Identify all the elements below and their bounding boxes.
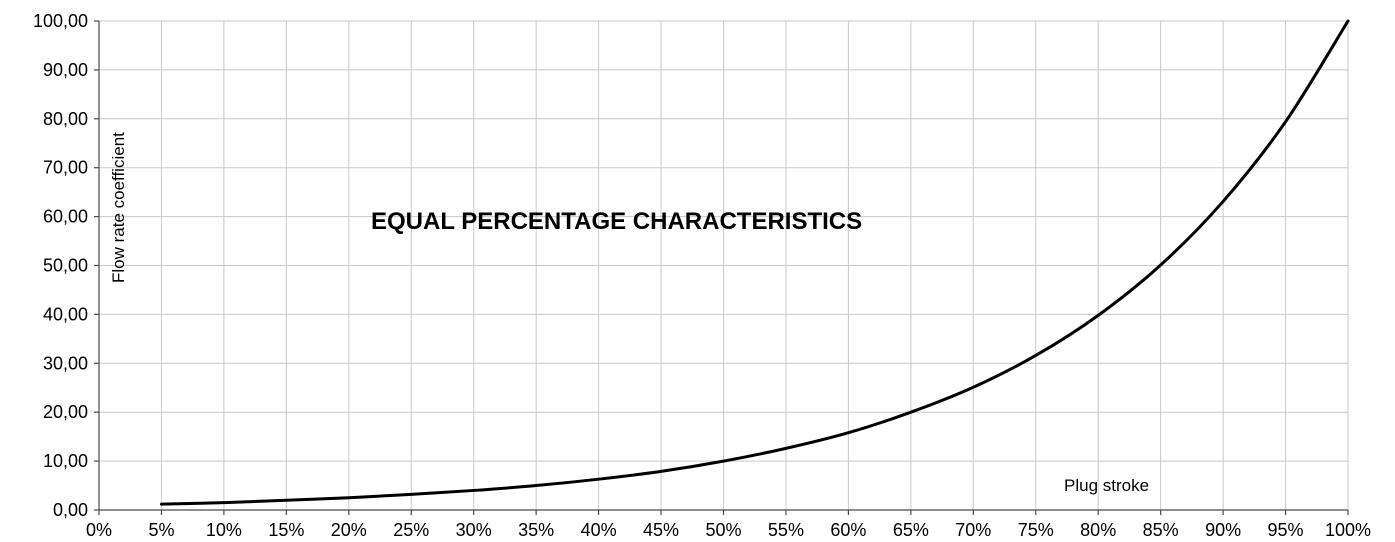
y-tick-label: 40,00	[43, 304, 88, 324]
y-tick-label: 20,00	[43, 402, 88, 422]
y-tick-label: 60,00	[43, 207, 88, 227]
y-tick-label: 90,00	[43, 60, 88, 80]
x-tick-label: 100%	[1325, 520, 1371, 540]
axes	[94, 20, 1349, 515]
x-tick-label: 95%	[1268, 520, 1304, 540]
y-tick-label: 30,00	[43, 353, 88, 373]
x-axis-tick-labels: 0% 5% 10% 15% 20% 25% 30% 35% 40% 45% 50% 55% 60% 65%…	[86, 520, 1371, 540]
x-tick-label: 85%	[1143, 520, 1179, 540]
x-tick-label: 20%	[331, 520, 367, 540]
y-tick-label: 50,00	[43, 256, 88, 276]
x-tick-label: 70%	[955, 520, 991, 540]
x-tick-label: 5%	[148, 520, 174, 540]
x-axis-title: Plug stroke	[1064, 476, 1149, 495]
x-tick-label: 50%	[705, 520, 741, 540]
x-tick-label: 25%	[393, 520, 429, 540]
chart-title: EQUAL PERCENTAGE CHARACTERISTICS	[371, 208, 862, 235]
series-line	[159, 19, 1350, 506]
y-tick-label: 100,00	[33, 11, 88, 31]
x-tick-label: 90%	[1205, 520, 1241, 540]
x-tick-label: 40%	[581, 520, 617, 540]
y-tick-label: 70,00	[43, 158, 88, 178]
x-tick-label: 80%	[1080, 520, 1116, 540]
x-tick-label: 55%	[768, 520, 804, 540]
x-tick-label: 60%	[830, 520, 866, 540]
series-layer	[159, 19, 1350, 506]
y-axis-title: Flow rate coefficient	[109, 132, 128, 283]
x-tick-label: 15%	[268, 520, 304, 540]
x-tick-label: 10%	[206, 520, 242, 540]
x-tick-label: 35%	[518, 520, 554, 540]
x-tick-label: 45%	[643, 520, 679, 540]
x-tick-label: 30%	[456, 520, 492, 540]
y-tick-label: 0,00	[53, 500, 88, 520]
x-tick-label: 75%	[1018, 520, 1054, 540]
y-tick-label: 10,00	[43, 451, 88, 471]
x-tick-label: 65%	[893, 520, 929, 540]
x-tick-label: 0%	[86, 520, 112, 540]
y-axis-tick-labels: 0,00 10,00 20,00 30,00 40,00 50,00 60,00 70,00 8…	[33, 11, 88, 520]
y-tick-label: 80,00	[43, 109, 88, 129]
